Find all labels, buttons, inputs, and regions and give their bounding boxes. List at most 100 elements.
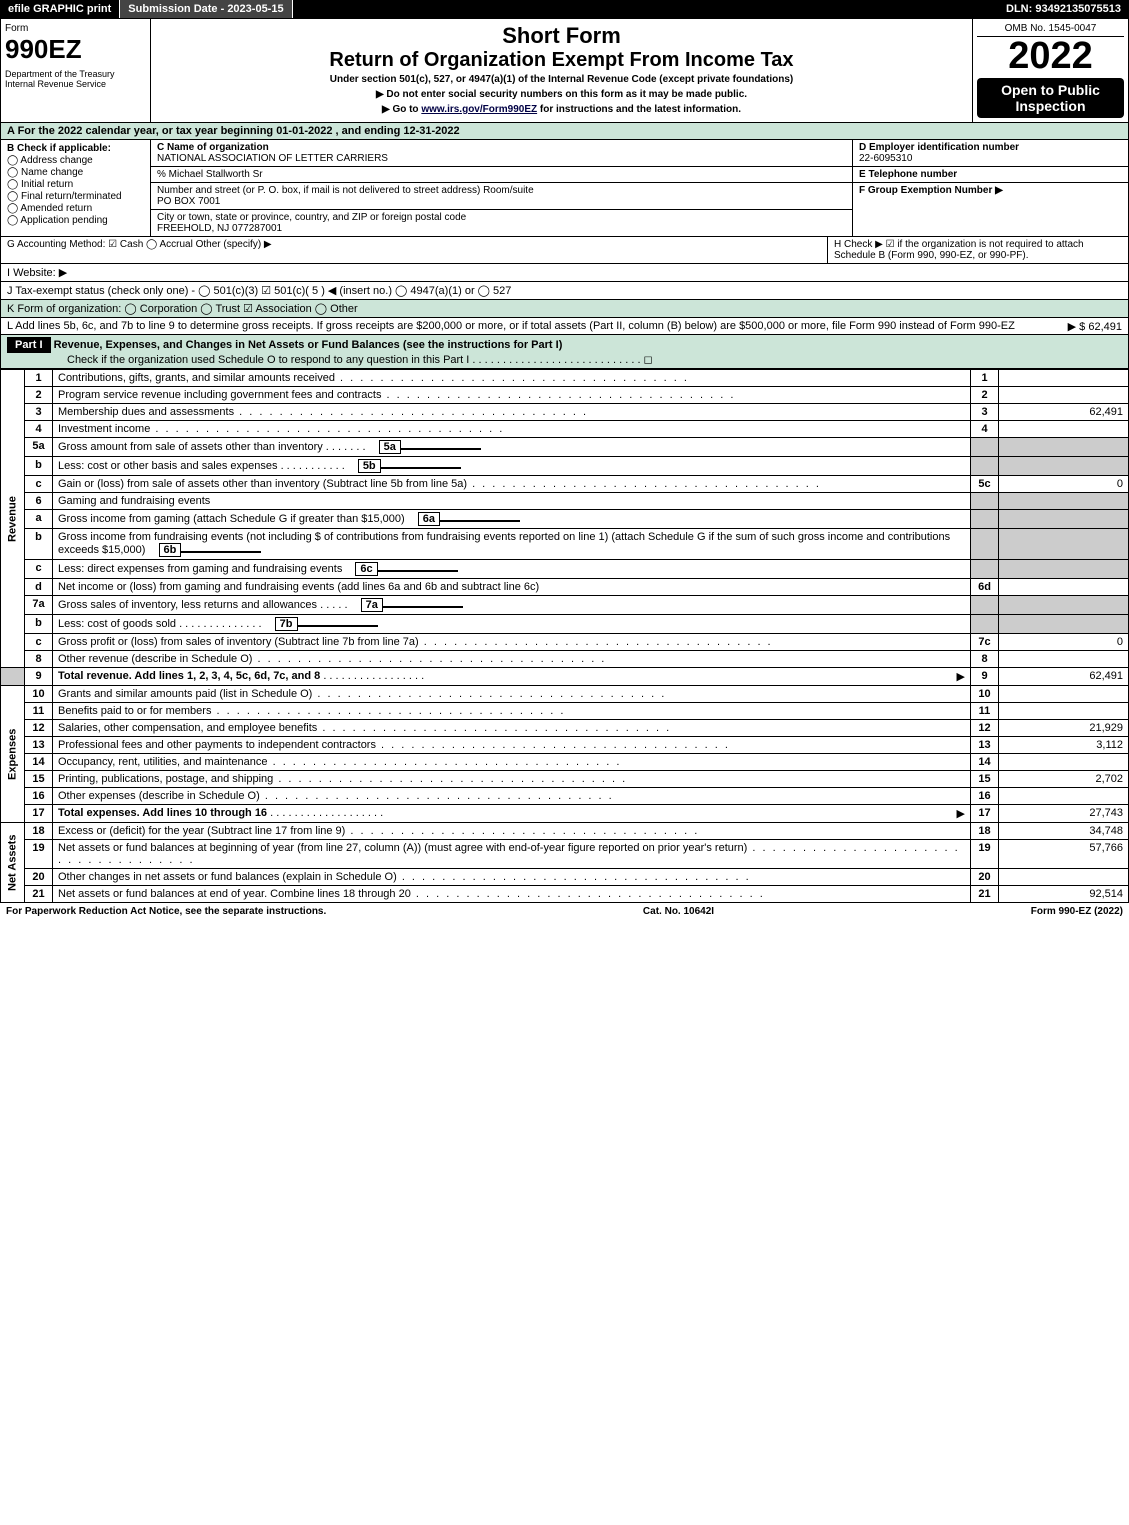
val-13: 3,112 [999,737,1129,754]
val-19: 57,766 [999,840,1129,869]
val-11 [999,703,1129,720]
c-name: C Name of organization NATIONAL ASSOCIAT… [151,140,852,167]
e-phone: E Telephone number [853,167,1128,183]
k-formorg: K Form of organization: ◯ Corporation ◯ … [0,300,1129,318]
val-8 [999,651,1129,668]
sv-7a [383,606,463,608]
txt-9: Total revenue. Add lines 1, 2, 3, 4, 5c,… [58,670,320,682]
txt-1: Contributions, gifts, grants, and simila… [53,370,971,387]
note2-pre: ▶ Go to [382,104,421,115]
chk-amended[interactable]: ◯ Amended return [7,203,144,214]
txt-5a: Gross amount from sale of assets other t… [58,441,323,453]
val-3: 62,491 [999,404,1129,421]
block-b: B Check if applicable: ◯ Address change … [1,140,151,236]
txt-18: Excess or (deficit) for the year (Subtra… [53,823,971,840]
efile-label[interactable]: efile GRAPHIC print [0,0,120,18]
chk-pending[interactable]: ◯ Application pending [7,215,144,226]
note-link: ▶ Go to www.irs.gov/Form990EZ for instru… [155,104,968,115]
val-21: 92,514 [999,886,1129,903]
val-16 [999,788,1129,805]
txt-8: Other revenue (describe in Schedule O) [53,651,971,668]
l-receipts: L Add lines 5b, 6c, and 7b to line 9 to … [0,318,1129,335]
form-number: 990EZ [5,34,146,65]
part1-check: Check if the organization used Schedule … [67,354,653,366]
vlabel-expenses: Expenses [1,686,25,823]
line-a: A For the 2022 calendar year, or tax yea… [0,123,1129,140]
txt-6c: Less: direct expenses from gaming and fu… [58,563,342,575]
val-14 [999,754,1129,771]
sv-5b [381,467,461,469]
txt-20: Other changes in net assets or fund bala… [53,869,971,886]
txt-6: Gaming and fundraising events [53,493,971,510]
txt-21: Net assets or fund balances at end of ye… [53,886,971,903]
block-c: C Name of organization NATIONAL ASSOCIAT… [151,140,853,236]
txt-7a: Gross sales of inventory, less returns a… [58,599,317,611]
i-website: I Website: ▶ [0,264,1129,282]
sv-5a [401,448,481,450]
sv-6b [181,551,261,553]
irs-link[interactable]: www.irs.gov/Form990EZ [421,104,537,115]
vlabel-netassets: Net Assets [1,823,25,903]
txt-5b: Less: cost or other basis and sales expe… [58,460,278,472]
org-city: FREEHOLD, NJ 077287001 [157,223,282,234]
val-6d [999,579,1129,596]
txt-16: Other expenses (describe in Schedule O) [53,788,971,805]
l-value: ▶ $ 62,491 [1068,320,1122,333]
header-mid: Short Form Return of Organization Exempt… [151,19,973,122]
val-9: 62,491 [999,668,1129,686]
tax-year: 2022 [977,37,1124,75]
txt-11: Benefits paid to or for members [53,703,971,720]
footer-right: Form 990-EZ (2022) [1031,906,1123,917]
sv-6a [440,520,520,522]
chk-name[interactable]: ◯ Name change [7,167,144,178]
footer: For Paperwork Reduction Act Notice, see … [0,903,1129,920]
val-17: 27,743 [999,805,1129,823]
txt-7c: Gross profit or (loss) from sales of inv… [53,634,971,651]
footer-left: For Paperwork Reduction Act Notice, see … [6,906,326,917]
val-20 [999,869,1129,886]
header-right: OMB No. 1545-0047 2022 Open to Public In… [973,19,1128,122]
j-status: J Tax-exempt status (check only one) - ◯… [0,282,1129,300]
header-left: Form 990EZ Department of the Treasury In… [1,19,151,122]
val-15: 2,702 [999,771,1129,788]
org-address: PO BOX 7001 [157,196,220,207]
txt-15: Printing, publications, postage, and shi… [53,771,971,788]
form-label: Form [5,23,146,34]
ln-1: 1 [25,370,53,387]
open-inspection: Open to Public Inspection [977,78,1124,118]
val-7c: 0 [999,634,1129,651]
chk-initial[interactable]: ◯ Initial return [7,179,144,190]
val-18: 34,748 [999,823,1129,840]
org-name: NATIONAL ASSOCIATION OF LETTER CARRIERS [157,153,388,164]
txt-10: Grants and similar amounts paid (list in… [53,686,971,703]
short-form-title: Short Form [155,23,968,49]
txt-6d: Net income or (loss) from gaming and fun… [53,579,971,596]
part1-title: Revenue, Expenses, and Changes in Net As… [54,339,563,351]
sv-7b [298,625,378,627]
txt-7b: Less: cost of goods sold [58,618,176,630]
chk-final[interactable]: ◯ Final return/terminated [7,191,144,202]
val-4 [999,421,1129,438]
return-title: Return of Organization Exempt From Incom… [155,49,968,72]
txt-13: Professional fees and other payments to … [53,737,971,754]
txt-17: Total expenses. Add lines 10 through 16 [58,807,267,819]
part1-header: Part I Revenue, Expenses, and Changes in… [0,335,1129,369]
row-gh: G Accounting Method: ☑ Cash ◯ Accrual Ot… [0,237,1129,264]
footer-mid: Cat. No. 10642I [643,906,714,917]
form-header: Form 990EZ Department of the Treasury In… [0,18,1129,123]
chk-address[interactable]: ◯ Address change [7,155,144,166]
note-ssn: ▶ Do not enter social security numbers o… [155,89,968,100]
txt-3: Membership dues and assessments [53,404,971,421]
c-city: City or town, state or province, country… [151,210,852,236]
txt-14: Occupancy, rent, utilities, and maintena… [53,754,971,771]
block-de: D Employer identification number 22-6095… [853,140,1128,236]
sv-6c [378,570,458,572]
txt-5c: Gain or (loss) from sale of assets other… [53,476,971,493]
f-group: F Group Exemption Number ▶ [853,183,1128,198]
c-addr: Number and street (or P. O. box, if mail… [151,183,852,210]
txt-12: Salaries, other compensation, and employ… [53,720,971,737]
h-check: H Check ▶ ☑ if the organization is not r… [828,237,1128,263]
val-1 [999,370,1129,387]
c-co: % Michael Stallworth Sr [151,167,852,183]
dln: DLN: 93492135075513 [998,0,1129,18]
